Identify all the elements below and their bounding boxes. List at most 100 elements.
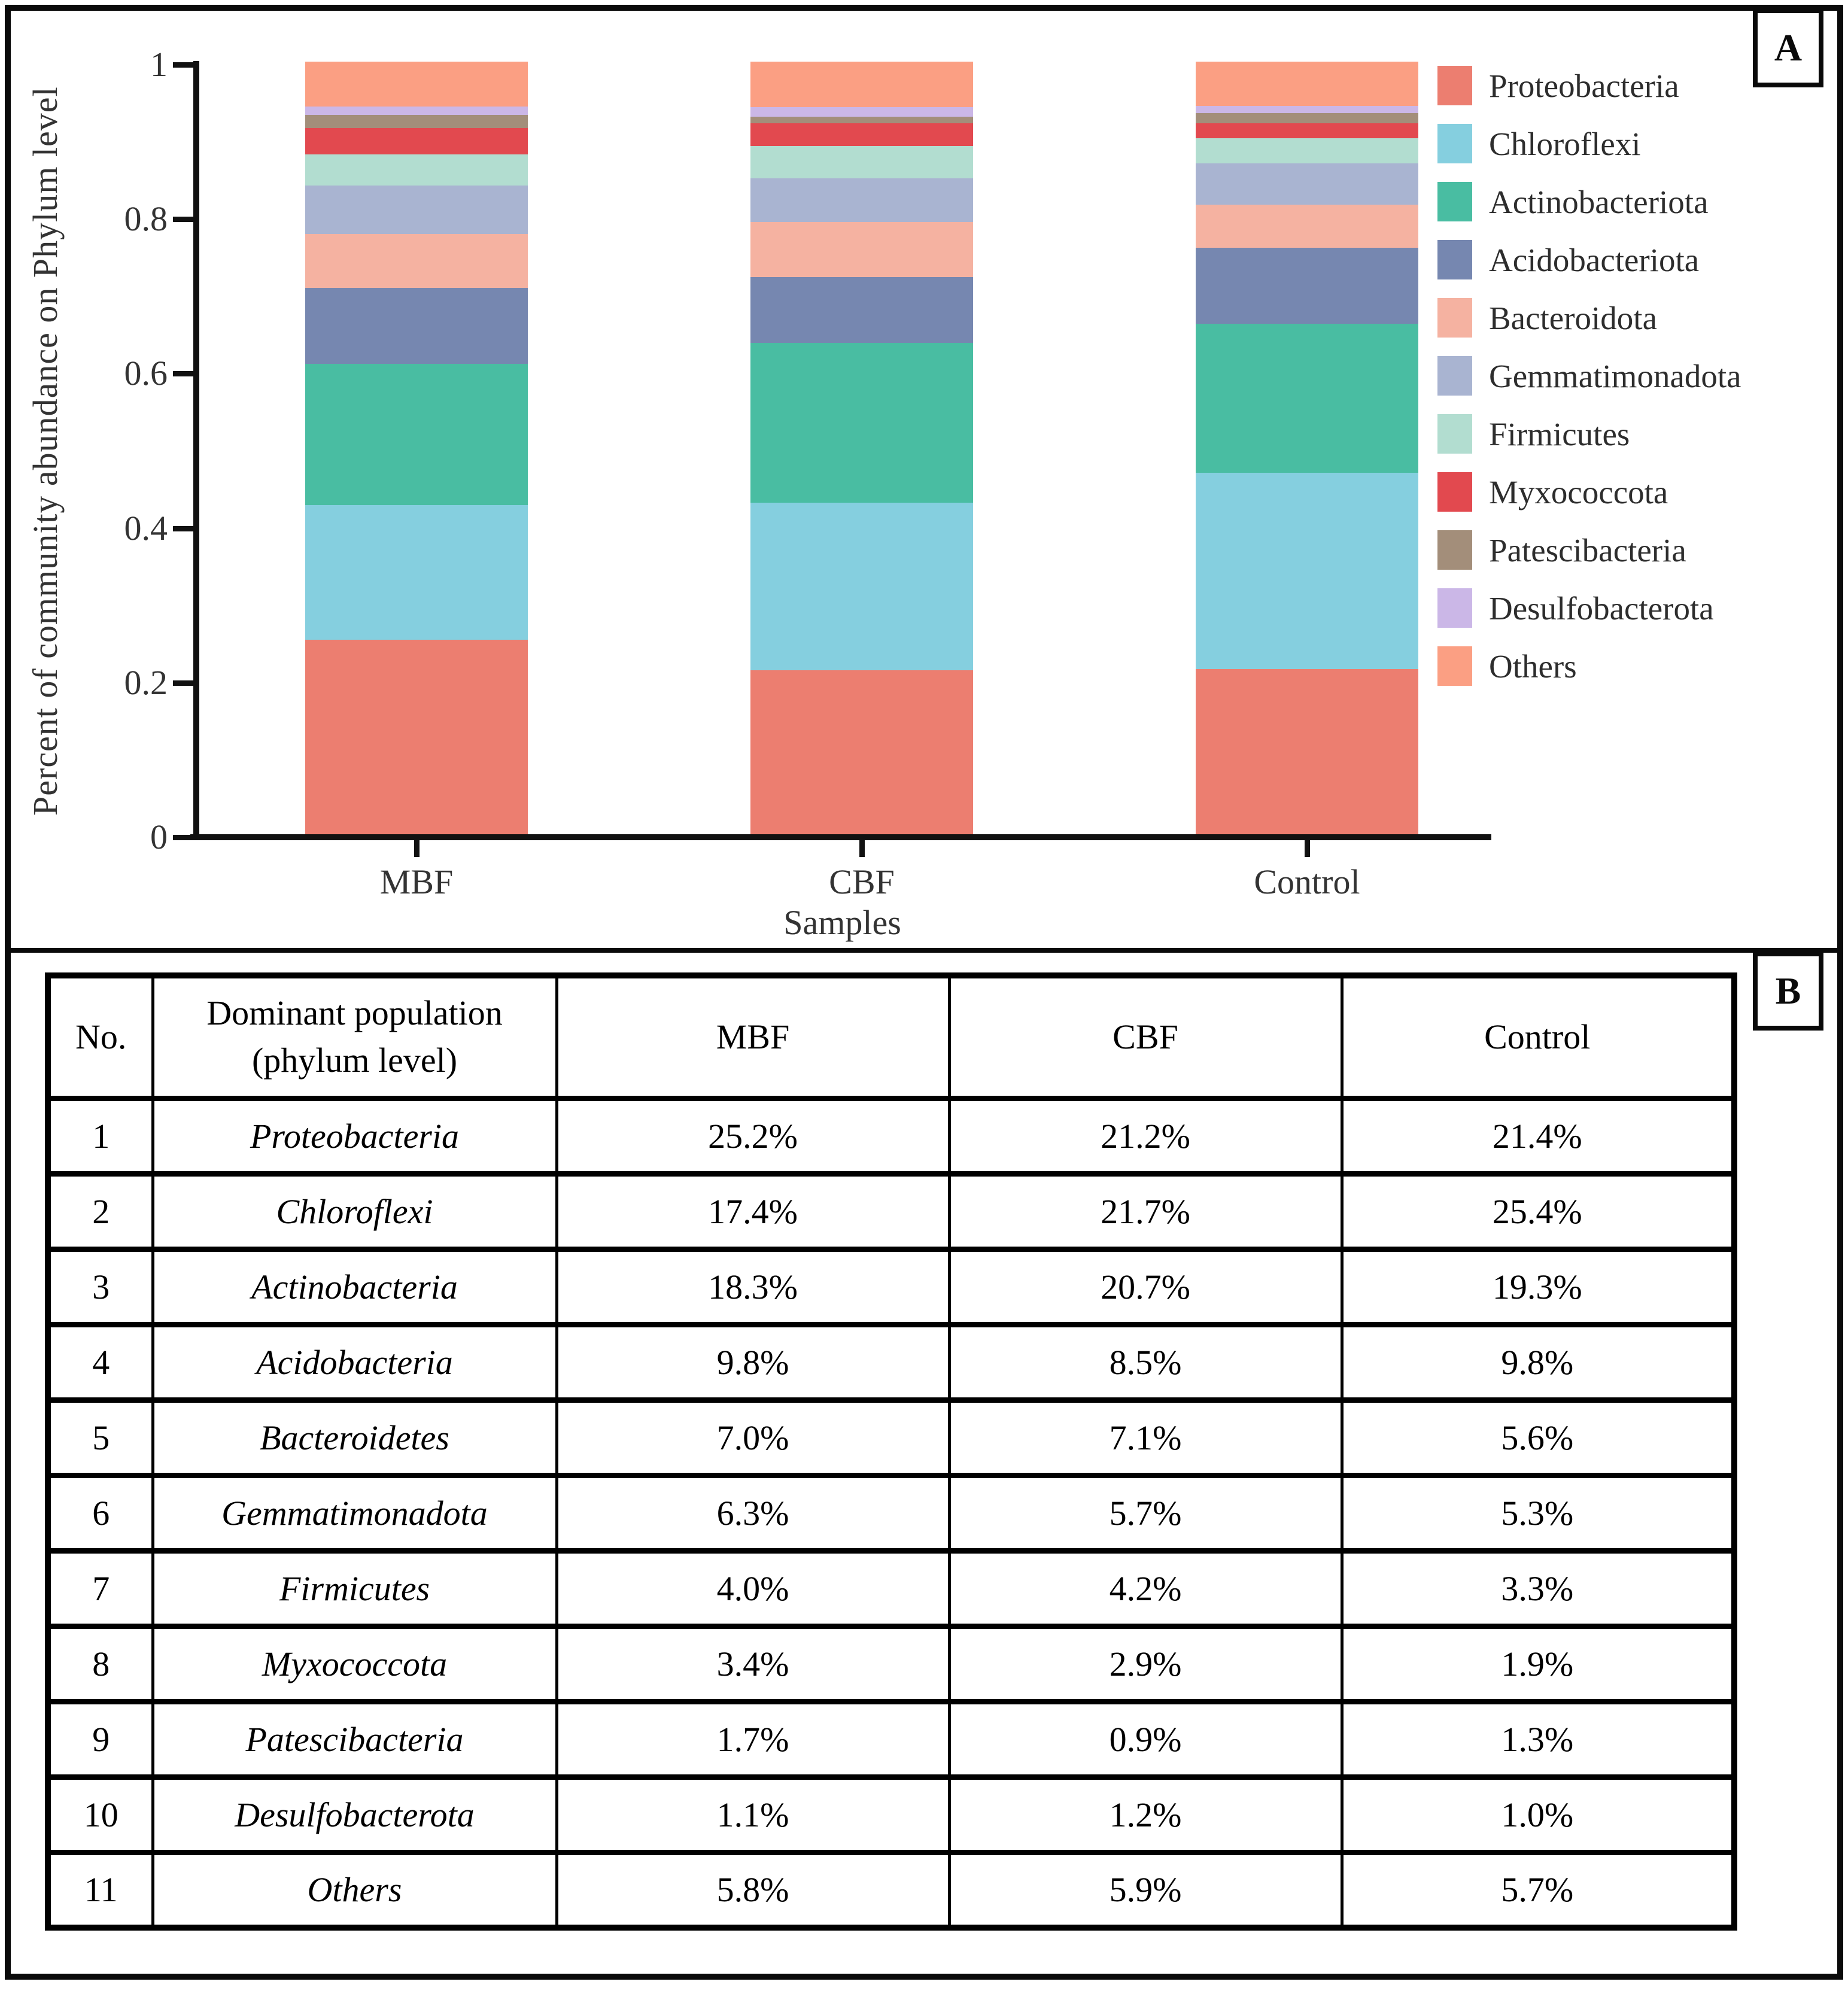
bar-segment-myxococcota: [1196, 123, 1418, 138]
y-axis-tick-label: 0.8: [124, 199, 168, 239]
bar-segment-others: [750, 62, 973, 108]
cell-mbf: 9.8%: [555, 1321, 951, 1403]
cell-cbf: 1.2%: [947, 1774, 1344, 1855]
chart-legend: Proteobacteria Chloroflexi Actinobacteriot…: [1437, 66, 1741, 704]
y-axis-tick-label: 1: [150, 45, 168, 84]
cell-mbf: 7.0%: [555, 1397, 951, 1478]
cell-population: Bacteroidetes: [151, 1397, 558, 1478]
cell-no: 1: [46, 1095, 154, 1177]
panel-divider: [11, 948, 1837, 953]
bar-segment-gemmatimonadota: [750, 178, 973, 223]
legend-swatch-icon: [1437, 646, 1472, 686]
cell-population: Acidobacteria: [151, 1321, 558, 1403]
cell-cbf: 21.2%: [947, 1095, 1344, 1177]
legend-swatch-icon: [1437, 182, 1472, 221]
legend-swatch-icon: [1437, 588, 1472, 628]
y-axis-tick-label: 0.2: [124, 662, 168, 702]
cell-mbf: 6.3%: [555, 1472, 951, 1554]
table-row: 3 Actinobacteria 18.3% 20.7% 19.3%: [46, 1246, 1736, 1327]
cell-population: Actinobacteria: [151, 1246, 558, 1327]
cell-population: Myxococcota: [151, 1623, 558, 1704]
bar-segment-firmicutes: [1196, 138, 1418, 164]
cell-population: Gemmatimonadota: [151, 1472, 558, 1554]
bar-segment-patescibacteria: [305, 115, 528, 128]
cell-no: 4: [46, 1321, 154, 1403]
cell-population: Patescibacteria: [151, 1698, 558, 1780]
x-axis-tick-label: MBF: [379, 862, 454, 901]
legend-swatch-icon: [1437, 124, 1472, 163]
bar-segment-acidobacteriota: [305, 288, 528, 364]
bar-segment-myxococcota: [750, 123, 973, 146]
legend-swatch-icon: [1437, 66, 1472, 105]
table-row: 5 Bacteroidetes 7.0% 7.1% 5.6%: [46, 1397, 1736, 1478]
cell-population: Proteobacteria: [151, 1095, 558, 1177]
cell-no: 10: [46, 1774, 154, 1855]
cell-population: Chloroflexi: [151, 1171, 558, 1252]
cell-no: 9: [46, 1698, 154, 1780]
legend-item-others: Others: [1437, 646, 1741, 686]
bar-segment-actinobacteriota: [750, 342, 973, 503]
bar-segment-desulfobacterota: [750, 107, 973, 117]
header-no: No.: [46, 972, 154, 1101]
bar-segment-chloroflexi: [750, 503, 973, 671]
legend-item-acidobacteriota: Acidobacteriota: [1437, 240, 1741, 279]
bar-segment-acidobacteriota: [1196, 248, 1418, 324]
bar-segment-others: [1196, 62, 1418, 106]
abundance-table-wrap: No. Dominant population (phylum level) M…: [45, 972, 1737, 1931]
cell-mbf: 3.4%: [555, 1623, 951, 1704]
table-row: 7 Firmicutes 4.0% 4.2% 3.3%: [46, 1548, 1736, 1629]
cell-mbf: 17.4%: [555, 1171, 951, 1252]
cell-no: 7: [46, 1548, 154, 1629]
bar-segment-patescibacteria: [1196, 113, 1418, 124]
bar-segment-chloroflexi: [305, 504, 528, 640]
bar-segment-myxococcota: [305, 128, 528, 154]
y-axis-tick-label: 0: [150, 817, 168, 856]
y-axis-tick: [173, 680, 194, 686]
stacked-bar-cbf: [750, 62, 973, 834]
bar-segment-desulfobacterota: [305, 106, 528, 116]
cell-control: 9.8%: [1340, 1321, 1736, 1403]
stacked-bar-control: [1196, 62, 1418, 834]
cell-control: 19.3%: [1340, 1246, 1736, 1327]
legend-item-chloroflexi: Chloroflexi: [1437, 124, 1741, 163]
y-axis-tick: [173, 62, 194, 68]
cell-control: 5.3%: [1340, 1472, 1736, 1554]
cell-control: 25.4%: [1340, 1171, 1736, 1252]
legend-label: Myxococcota: [1489, 473, 1668, 510]
x-axis-tick: [1305, 840, 1310, 857]
legend-item-desulfobacterota: Desulfobacterota: [1437, 588, 1741, 628]
bar-segment-patescibacteria: [750, 116, 973, 124]
table-row: 2 Chloroflexi 17.4% 21.7% 25.4%: [46, 1171, 1736, 1252]
bar-segment-firmicutes: [750, 145, 973, 178]
cell-population: Desulfobacterota: [151, 1774, 558, 1855]
legend-label: Desulfobacterota: [1489, 589, 1714, 627]
cell-no: 8: [46, 1623, 154, 1704]
cell-mbf: 5.8%: [555, 1849, 951, 1931]
x-axis-tick: [414, 840, 420, 857]
legend-item-myxococcota: Myxococcota: [1437, 472, 1741, 512]
legend-label: Chloroflexi: [1489, 125, 1641, 162]
table-row: 8 Myxococcota 3.4% 2.9% 1.9%: [46, 1623, 1736, 1704]
stacked-bar-mbf: [305, 62, 528, 834]
y-axis-tick: [173, 835, 194, 840]
cell-cbf: 5.9%: [947, 1849, 1344, 1931]
bar-segment-chloroflexi: [1196, 472, 1418, 669]
bar-segment-proteobacteria: [750, 670, 973, 834]
cell-cbf: 4.2%: [947, 1548, 1344, 1629]
cell-cbf: 20.7%: [947, 1246, 1344, 1327]
header-control: Control: [1340, 972, 1736, 1101]
cell-population: Others: [151, 1849, 558, 1931]
legend-swatch-icon: [1437, 472, 1472, 512]
bar-segment-others: [305, 62, 528, 107]
bar-segment-gemmatimonadota: [305, 185, 528, 234]
cell-cbf: 0.9%: [947, 1698, 1344, 1780]
bar-segment-actinobacteriota: [1196, 323, 1418, 473]
legend-label: Proteobacteria: [1489, 67, 1679, 104]
x-axis-tick-label: CBF: [829, 862, 895, 901]
legend-swatch-icon: [1437, 298, 1472, 338]
legend-label: Gemmatimonadota: [1489, 357, 1741, 394]
cell-cbf: 5.7%: [947, 1472, 1344, 1554]
y-axis-tick-label: 0.6: [124, 354, 168, 393]
legend-swatch-icon: [1437, 356, 1472, 396]
